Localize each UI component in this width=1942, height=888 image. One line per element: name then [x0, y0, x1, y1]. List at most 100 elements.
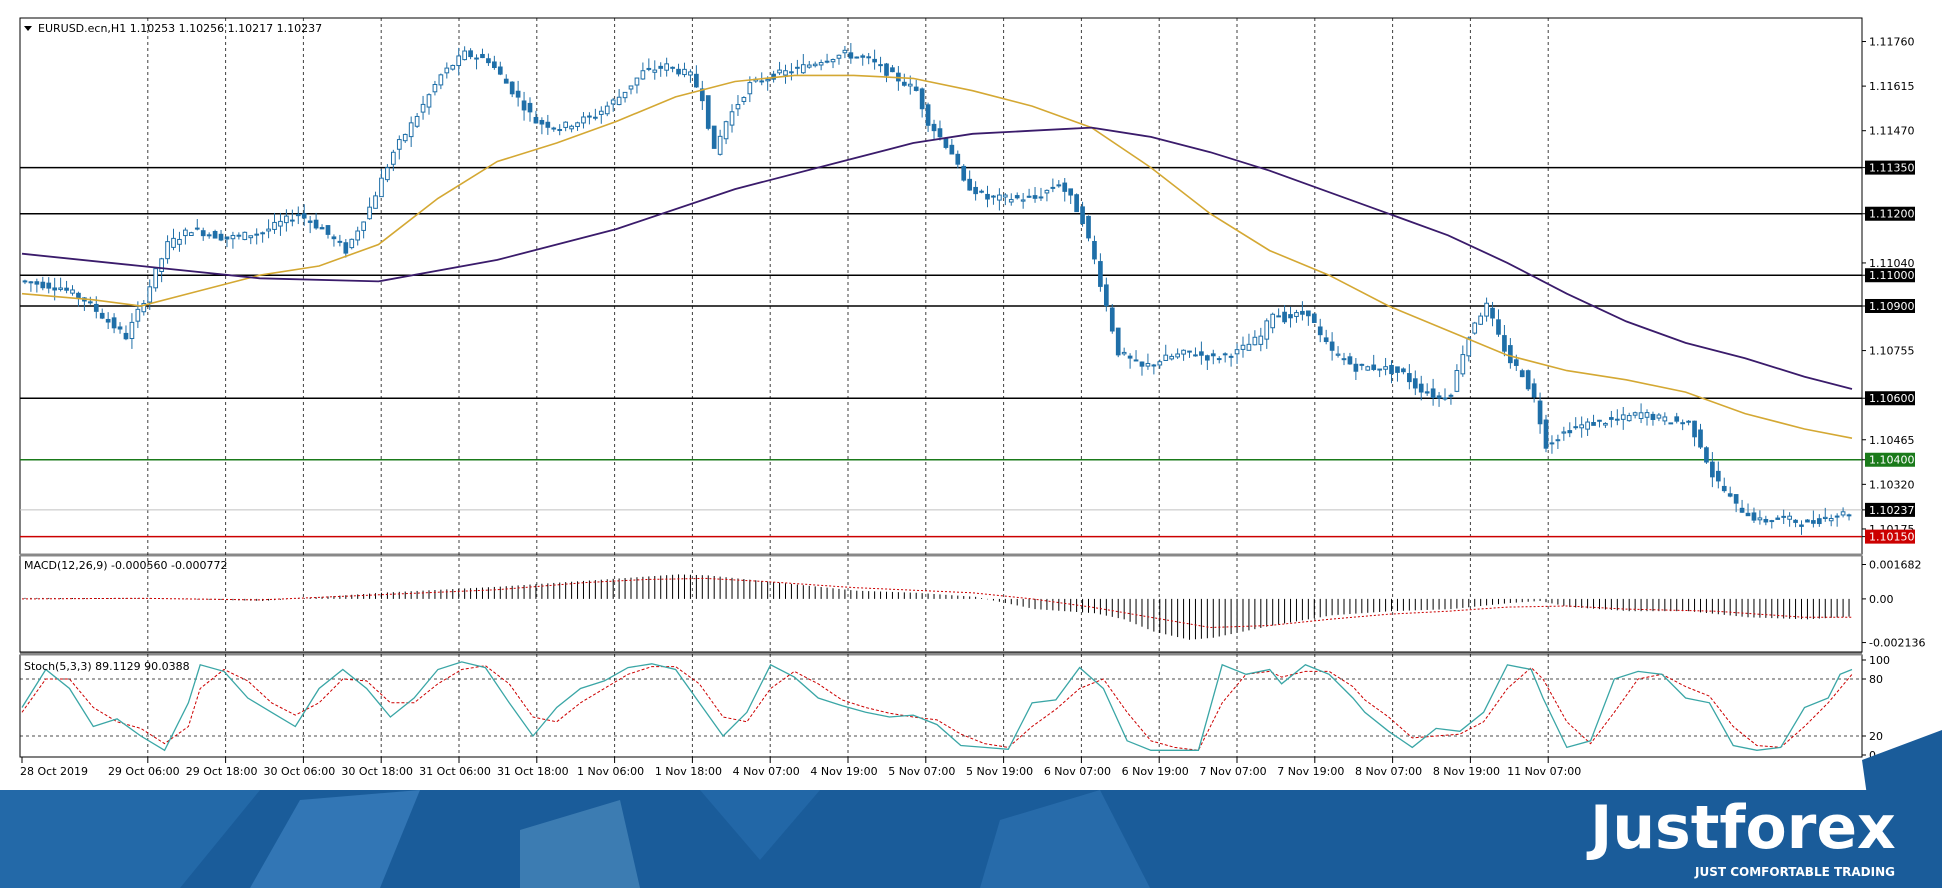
- candle: [991, 195, 996, 205]
- candle: [313, 212, 319, 230]
- candle: [385, 164, 390, 183]
- candle-body: [1822, 516, 1828, 520]
- candle-body: [890, 67, 895, 73]
- price-tag-label-6: 1.11000: [1869, 269, 1915, 282]
- candle: [1573, 417, 1579, 430]
- candle: [1466, 336, 1472, 362]
- candle-body: [177, 238, 182, 245]
- candle-body: [105, 318, 111, 323]
- time-tick-label-11: 5 Nov 07:00: [888, 765, 955, 778]
- candle: [301, 204, 307, 226]
- candle: [1395, 366, 1400, 382]
- candle: [836, 54, 842, 65]
- candle: [884, 62, 889, 83]
- candle-body: [1347, 356, 1353, 365]
- candle: [1484, 297, 1489, 322]
- candle: [1050, 178, 1056, 193]
- candle: [1490, 301, 1495, 327]
- candle: [1276, 308, 1281, 318]
- candle-body: [1704, 447, 1709, 463]
- candle-body: [985, 193, 990, 200]
- candle: [949, 138, 955, 155]
- candle-body: [1329, 341, 1335, 351]
- candle-body: [1246, 343, 1252, 351]
- candle: [979, 189, 984, 194]
- candle-body: [22, 280, 28, 283]
- candle: [527, 97, 533, 122]
- candle-body: [1632, 412, 1638, 416]
- candle: [1412, 370, 1418, 396]
- candle: [1721, 477, 1727, 493]
- candle-body: [598, 110, 604, 115]
- candle-body: [711, 125, 717, 149]
- price-tag-3: [1865, 160, 1915, 175]
- candle-body: [432, 84, 438, 93]
- candle: [212, 229, 218, 239]
- chart-menu-icon[interactable]: [24, 26, 32, 31]
- candle-body: [913, 86, 919, 91]
- candle: [1846, 513, 1852, 521]
- candle-body: [836, 54, 842, 59]
- candle: [284, 209, 289, 232]
- time-tick-label-4: 30 Oct 18:00: [341, 765, 413, 778]
- candle: [1704, 446, 1709, 464]
- candle: [1228, 353, 1234, 367]
- candle: [1074, 193, 1079, 213]
- candle: [741, 96, 747, 105]
- candle: [1163, 344, 1169, 361]
- candle: [557, 124, 563, 136]
- candle: [28, 280, 34, 292]
- candle: [598, 106, 604, 124]
- candle: [289, 209, 295, 227]
- candle-body: [337, 240, 343, 243]
- candle-body: [1121, 351, 1127, 355]
- candle-body: [759, 80, 765, 83]
- candle: [34, 278, 40, 293]
- candle-body: [46, 282, 52, 289]
- candle: [1204, 354, 1210, 370]
- candle: [604, 101, 610, 117]
- candle-body: [1799, 524, 1804, 527]
- candle-body: [824, 60, 830, 63]
- candle-body: [1216, 358, 1222, 361]
- candle: [1591, 414, 1596, 426]
- candle: [230, 231, 236, 249]
- candle-body: [509, 81, 515, 95]
- candle: [319, 224, 325, 230]
- candle: [1121, 347, 1127, 356]
- candle: [1115, 327, 1121, 358]
- time-tick-label-18: 8 Nov 19:00: [1433, 765, 1500, 778]
- candle-body: [1157, 361, 1163, 366]
- candle-body: [735, 104, 741, 110]
- candle: [967, 170, 973, 191]
- candle-body: [1430, 388, 1436, 398]
- candle: [1098, 253, 1103, 292]
- candle: [866, 52, 872, 65]
- candle: [272, 212, 277, 234]
- candle-body: [747, 82, 753, 95]
- candle-body: [806, 64, 812, 68]
- candle-body: [521, 100, 527, 111]
- candle-body: [349, 238, 355, 249]
- candle: [1246, 333, 1252, 351]
- candle: [973, 181, 978, 201]
- candle-body: [486, 58, 491, 64]
- candle-body: [159, 258, 164, 273]
- candle-body: [1412, 378, 1418, 389]
- candle-body: [1306, 310, 1311, 317]
- candle: [402, 133, 408, 143]
- candle: [1294, 309, 1299, 323]
- stoch-tick-label-2: 20: [1869, 730, 1883, 743]
- banner-shape-2: [250, 790, 420, 888]
- candle-body: [1597, 419, 1602, 422]
- candle-body: [1769, 520, 1775, 523]
- candle-body: [1715, 470, 1721, 482]
- brand-tagline: JUST COMFORTABLE TRADING: [1694, 865, 1895, 879]
- candle: [1472, 321, 1478, 335]
- candle: [1496, 309, 1501, 337]
- candle-body: [1573, 426, 1579, 429]
- candle-body: [367, 206, 372, 220]
- candle-body: [622, 91, 628, 99]
- price-tick-label-12: 1.10320: [1869, 478, 1915, 491]
